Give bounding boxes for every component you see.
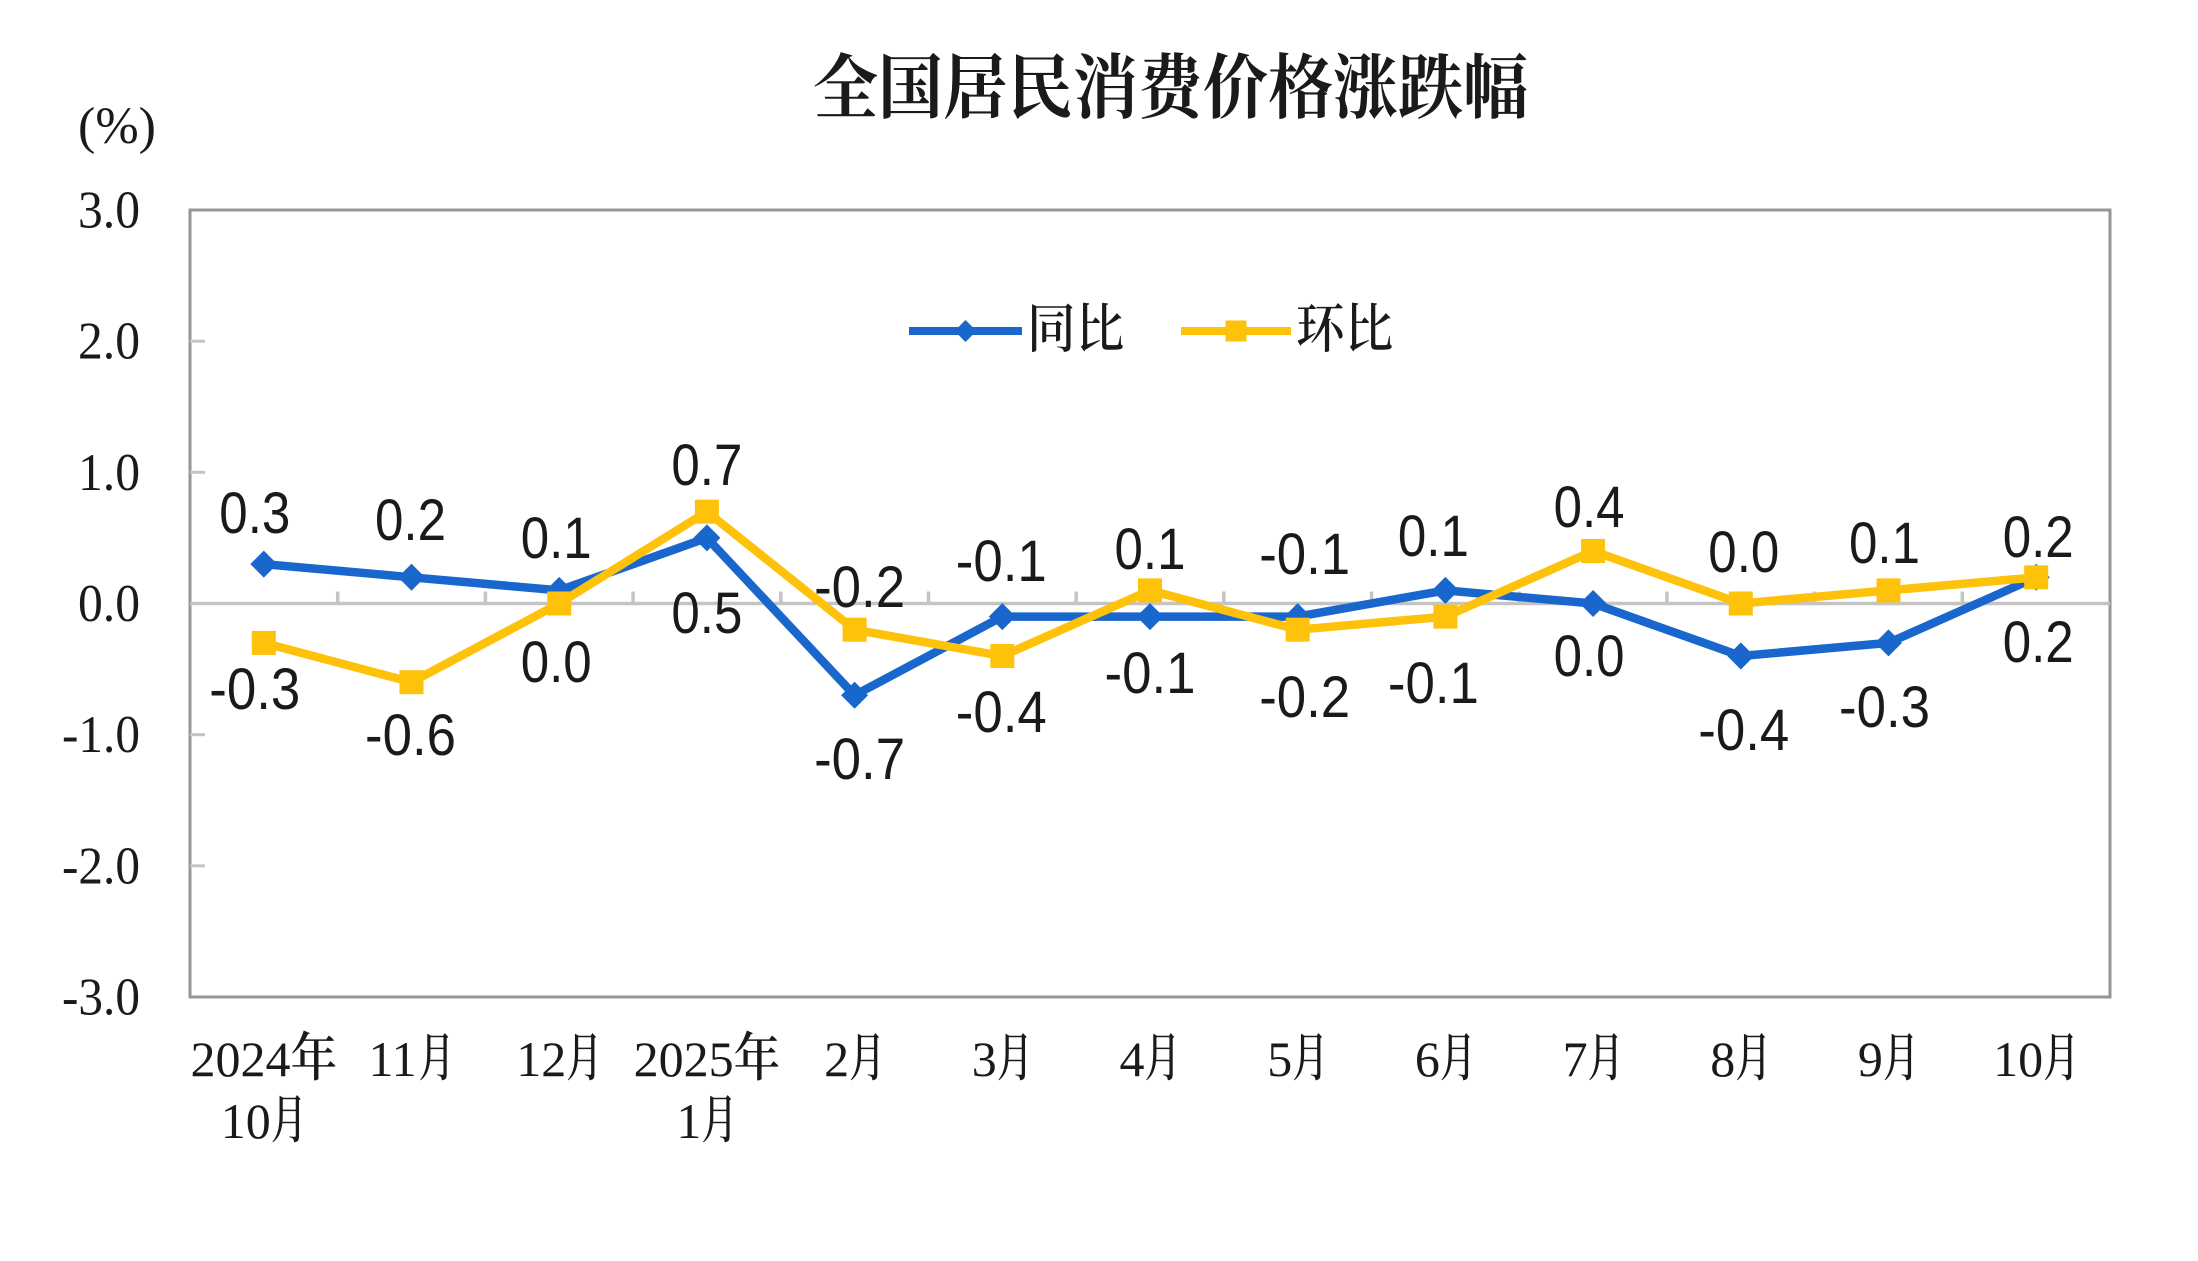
svg-text:0.2: 0.2 [2003, 505, 2074, 570]
svg-text:0.0: 0.0 [1708, 520, 1779, 585]
svg-text:3.0: 3.0 [78, 182, 140, 240]
svg-text:10: 10 [1993, 1031, 2043, 1087]
svg-text:2: 2 [824, 1031, 849, 1087]
svg-text:0.0: 0.0 [78, 575, 140, 633]
svg-text:0.5: 0.5 [671, 581, 742, 646]
svg-text:-3.0: -3.0 [62, 969, 140, 1027]
svg-text:3: 3 [972, 1031, 997, 1087]
svg-text:-2.0: -2.0 [62, 837, 140, 895]
svg-text:-0.3: -0.3 [209, 657, 300, 722]
svg-text:1.0: 1.0 [78, 444, 140, 502]
svg-text:8: 8 [1710, 1031, 1735, 1087]
svg-text:-0.1: -0.1 [1259, 522, 1350, 587]
svg-text:-0.4: -0.4 [1698, 698, 1789, 763]
svg-text:6: 6 [1415, 1031, 1440, 1087]
svg-text:0.4: 0.4 [1554, 475, 1625, 540]
svg-text:7: 7 [1563, 1031, 1588, 1087]
svg-text:-0.1: -0.1 [1105, 641, 1196, 706]
svg-text:2.0: 2.0 [78, 313, 140, 371]
svg-text:9: 9 [1858, 1031, 1883, 1087]
svg-text:0.1: 0.1 [1115, 517, 1186, 582]
svg-text:-0.1: -0.1 [956, 529, 1047, 594]
svg-text:(%): (%) [78, 98, 156, 155]
svg-text:0.2: 0.2 [2003, 610, 2074, 675]
svg-text:0.1: 0.1 [1398, 504, 1469, 569]
svg-text:2025: 2025 [634, 1031, 734, 1087]
svg-text:-1.0: -1.0 [62, 706, 140, 764]
svg-text:0.0: 0.0 [521, 630, 592, 695]
svg-text:4: 4 [1120, 1031, 1145, 1087]
svg-text:-0.2: -0.2 [814, 555, 905, 620]
svg-text:-0.4: -0.4 [956, 680, 1047, 745]
svg-text:5: 5 [1267, 1031, 1292, 1087]
svg-text:-0.6: -0.6 [365, 703, 456, 768]
svg-text:0.1: 0.1 [521, 506, 592, 571]
svg-text:0.1: 0.1 [1849, 511, 1920, 576]
svg-text:-0.3: -0.3 [1839, 675, 1930, 740]
svg-text:0.0: 0.0 [1554, 624, 1625, 689]
svg-text:2024: 2024 [191, 1031, 291, 1087]
svg-text:0.3: 0.3 [219, 481, 290, 546]
svg-text:0.2: 0.2 [375, 488, 446, 553]
svg-text:-0.2: -0.2 [1259, 665, 1350, 730]
svg-text:11: 11 [369, 1031, 417, 1087]
svg-text:1: 1 [676, 1093, 701, 1149]
svg-text:12: 12 [516, 1031, 566, 1087]
svg-text:0.7: 0.7 [671, 433, 742, 498]
svg-text:-0.7: -0.7 [814, 727, 905, 792]
svg-text:10: 10 [221, 1093, 271, 1149]
svg-text:-0.1: -0.1 [1388, 651, 1479, 716]
